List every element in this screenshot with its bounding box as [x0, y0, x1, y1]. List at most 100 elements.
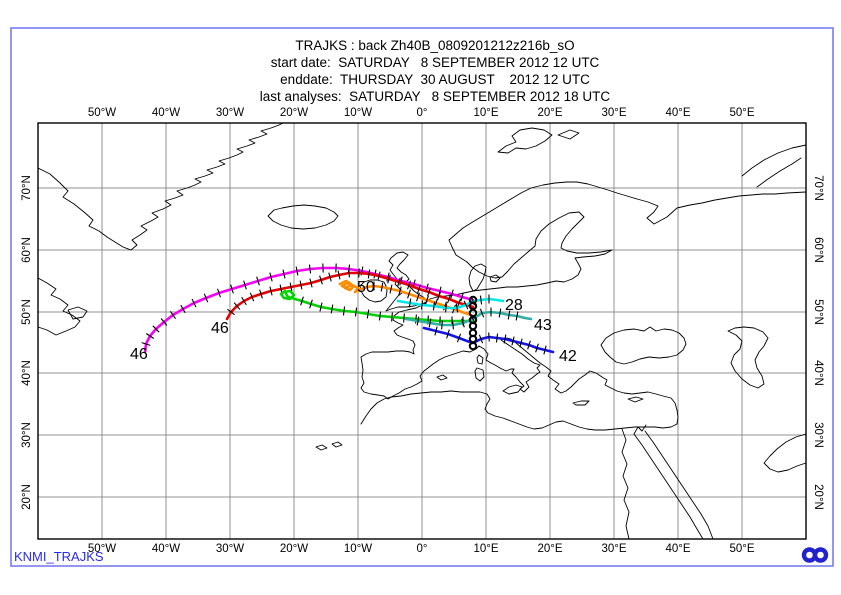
time-tick — [378, 311, 382, 321]
coast-svalbard — [497, 127, 553, 154]
time-tick — [441, 320, 443, 330]
lon-label-bottom: 0° — [417, 543, 428, 555]
last-analyses-line: last analyses: SATURDAY 8 SEPTEMBER 2012… — [260, 89, 611, 104]
map-grid — [38, 123, 806, 539]
time-tick — [354, 307, 358, 317]
time-tick — [366, 309, 370, 319]
coast-red_sea_east — [644, 430, 714, 540]
time-tick — [495, 333, 499, 343]
lat-label-left: 60°N — [21, 237, 33, 263]
title-block: TRAJKS : back Zh40B_0809201212z216b_sO s… — [260, 38, 611, 104]
time-tick — [463, 300, 469, 310]
coast-caspian — [727, 326, 769, 389]
time-tick — [416, 292, 420, 302]
coast-denmark_isle — [489, 274, 501, 283]
map-border — [37, 122, 807, 540]
lon-label-top: 30°W — [216, 107, 244, 119]
trajectory-label-teal: 43 — [534, 317, 552, 334]
outer-frame — [10, 27, 834, 567]
lon-label-top: 30°E — [601, 107, 626, 119]
coast-canary1 — [315, 444, 328, 451]
time-tick — [498, 308, 502, 318]
coast-europe_med — [360, 290, 679, 429]
time-tick — [461, 318, 465, 328]
footer: KNMI_TRAJKS — [14, 547, 829, 564]
lon-label-bottom: 40°W — [152, 543, 180, 555]
coast-canary2 — [331, 441, 343, 448]
lon-label-bottom: 10°E — [473, 543, 498, 555]
lon-label-top: 20°W — [280, 107, 308, 119]
end-date-line: enddate: THURSDAY 30 AUGUST 2012 12 UTC — [280, 72, 590, 87]
time-tick — [152, 325, 160, 333]
coast-sweden_baltic — [466, 211, 613, 292]
time-tick — [342, 306, 346, 316]
lat-label-right: 60°N — [812, 237, 824, 263]
lat-label-left: 40°N — [21, 360, 33, 386]
lon-label-top: 10°E — [473, 107, 498, 119]
lon-label-top: 50°W — [88, 107, 116, 119]
time-tick — [478, 334, 484, 344]
time-tick — [170, 310, 176, 320]
plot-title: TRAJKS : back Zh40B_0809201212z216b_sO — [295, 38, 574, 53]
trajectory-label-magenta: 46 — [130, 346, 148, 363]
lat-label-right: 70°N — [812, 175, 824, 201]
time-tick — [295, 266, 299, 276]
time-tick — [282, 269, 286, 279]
time-tick — [348, 268, 350, 278]
axis-labels: 50°W 50°W 40°W 40°W 30°W 30°W 20°W 20°W 10°W 10°W… — [21, 107, 824, 555]
time-tick — [141, 342, 151, 346]
lat-label-right: 20°N — [812, 484, 824, 510]
knmi-watermark: KNMI_TRAJKS — [14, 549, 104, 564]
lon-label-bottom: 30°E — [601, 543, 626, 555]
ecmwf-logo-ring-right — [812, 547, 829, 563]
time-tick — [230, 284, 234, 294]
time-tick — [503, 334, 507, 344]
time-tick — [460, 292, 464, 302]
time-tick — [420, 300, 424, 310]
time-tick — [389, 284, 393, 294]
time-tick — [407, 289, 411, 299]
lat-label-left: 20°N — [21, 484, 33, 510]
time-tick — [227, 308, 235, 316]
coast-norway_arctic — [448, 181, 807, 263]
time-tick — [233, 302, 241, 310]
time-tick — [416, 316, 420, 326]
time-tick — [452, 320, 454, 330]
release-point-marker — [468, 341, 478, 351]
time-tick — [507, 310, 511, 320]
time-tick — [446, 294, 452, 304]
trajectory-orange — [338, 279, 475, 318]
time-tick — [488, 332, 490, 342]
coast-sicily — [502, 384, 523, 395]
coast-denmark — [468, 263, 487, 292]
lat-label-right: 30°N — [812, 422, 824, 448]
lon-label-bottom: 20°W — [280, 543, 308, 555]
time-tick — [406, 280, 412, 290]
release-point-markers — [468, 295, 478, 351]
time-tick — [450, 289, 454, 299]
coast-black_sea — [600, 326, 687, 365]
coast-sardinia — [474, 367, 485, 382]
time-tick — [398, 286, 402, 296]
time-tick — [527, 340, 531, 350]
ecmwf-logo — [801, 547, 829, 563]
time-tick — [515, 311, 519, 321]
time-tick — [319, 302, 323, 312]
coast-labrador — [37, 277, 81, 336]
lon-label-top: 40°W — [152, 107, 180, 119]
time-tick — [367, 269, 371, 279]
time-tick — [425, 295, 429, 305]
time-tick — [308, 264, 312, 274]
trajectory-cyan — [396, 297, 505, 310]
time-tick — [479, 295, 483, 305]
release-point-marker — [468, 334, 478, 344]
coast-cyprus — [627, 396, 644, 403]
lon-label-bottom: 40°E — [665, 543, 690, 555]
time-tick — [160, 318, 168, 326]
lat-label-left: 30°N — [21, 422, 33, 448]
lat-label-left: 70°N — [21, 175, 33, 201]
time-tick — [249, 292, 255, 302]
time-tick — [386, 272, 390, 282]
